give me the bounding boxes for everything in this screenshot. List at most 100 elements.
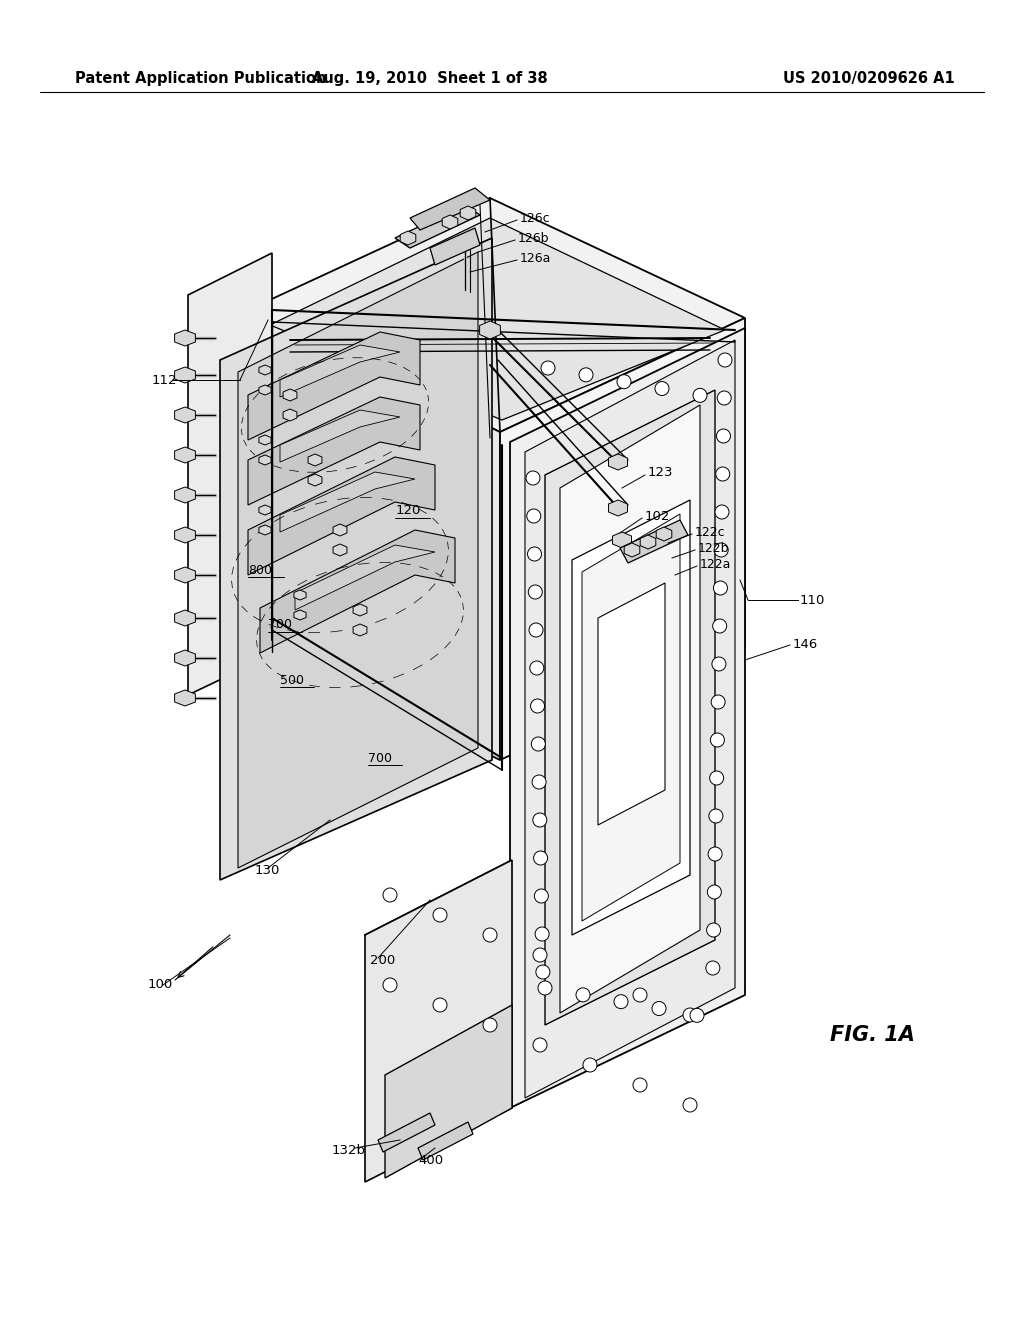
Polygon shape	[295, 545, 435, 610]
Polygon shape	[612, 532, 632, 548]
Polygon shape	[598, 583, 665, 825]
Polygon shape	[175, 487, 196, 503]
Polygon shape	[500, 318, 745, 760]
Circle shape	[690, 1008, 705, 1023]
Text: 122a: 122a	[700, 557, 731, 570]
Polygon shape	[260, 531, 455, 653]
Polygon shape	[308, 454, 322, 466]
Polygon shape	[259, 366, 271, 375]
Text: 800: 800	[248, 564, 272, 577]
Text: 700: 700	[368, 751, 392, 764]
Circle shape	[532, 813, 547, 828]
Circle shape	[617, 375, 631, 388]
Polygon shape	[608, 500, 628, 516]
Polygon shape	[270, 218, 725, 420]
Circle shape	[526, 471, 540, 484]
Circle shape	[717, 429, 730, 444]
Circle shape	[534, 851, 548, 865]
Text: 102: 102	[645, 510, 671, 523]
Polygon shape	[333, 524, 347, 536]
Text: 122c: 122c	[695, 525, 726, 539]
Circle shape	[530, 700, 545, 713]
Polygon shape	[442, 215, 458, 228]
Polygon shape	[625, 543, 640, 557]
Text: 200: 200	[370, 953, 395, 966]
Circle shape	[529, 623, 543, 638]
Circle shape	[693, 388, 707, 403]
Polygon shape	[430, 228, 480, 265]
Polygon shape	[479, 321, 501, 339]
Circle shape	[717, 391, 731, 405]
Polygon shape	[175, 527, 196, 543]
Polygon shape	[353, 624, 367, 636]
Circle shape	[529, 661, 544, 675]
Polygon shape	[294, 590, 306, 601]
Polygon shape	[385, 1005, 512, 1177]
Circle shape	[583, 968, 597, 982]
Circle shape	[633, 987, 647, 1002]
Circle shape	[534, 1038, 547, 1052]
Polygon shape	[175, 568, 196, 583]
Polygon shape	[545, 389, 715, 1026]
Circle shape	[614, 995, 628, 1008]
Circle shape	[633, 1078, 647, 1092]
Polygon shape	[656, 527, 672, 541]
Circle shape	[710, 771, 724, 785]
Text: 126a: 126a	[520, 252, 551, 264]
Polygon shape	[510, 327, 745, 1107]
Polygon shape	[280, 345, 400, 397]
Polygon shape	[395, 205, 480, 248]
Circle shape	[527, 546, 542, 561]
Text: 126c: 126c	[520, 211, 551, 224]
Circle shape	[433, 998, 447, 1012]
Circle shape	[531, 737, 546, 751]
Text: 126b: 126b	[518, 231, 550, 244]
Polygon shape	[365, 861, 745, 1107]
Polygon shape	[175, 690, 196, 706]
Polygon shape	[259, 525, 271, 535]
Circle shape	[709, 847, 722, 861]
Circle shape	[536, 927, 549, 941]
Circle shape	[712, 657, 726, 671]
Polygon shape	[280, 473, 415, 532]
Text: 700: 700	[268, 619, 292, 631]
Polygon shape	[640, 535, 655, 549]
Circle shape	[579, 368, 593, 381]
Polygon shape	[248, 457, 435, 576]
Polygon shape	[175, 610, 196, 626]
Polygon shape	[238, 252, 478, 869]
Text: 130: 130	[255, 863, 281, 876]
Polygon shape	[560, 405, 700, 1012]
Polygon shape	[608, 454, 628, 470]
Polygon shape	[572, 500, 690, 935]
Text: FIG. 1A: FIG. 1A	[830, 1026, 914, 1045]
Circle shape	[383, 888, 397, 902]
Text: 132b: 132b	[332, 1143, 366, 1156]
Circle shape	[714, 543, 728, 557]
Circle shape	[655, 381, 669, 396]
Circle shape	[708, 884, 721, 899]
Circle shape	[652, 1002, 666, 1015]
Text: 112: 112	[152, 374, 177, 387]
Circle shape	[683, 1008, 697, 1022]
Circle shape	[526, 510, 541, 523]
Circle shape	[532, 775, 546, 789]
Polygon shape	[333, 544, 347, 556]
Polygon shape	[353, 605, 367, 616]
Circle shape	[541, 360, 555, 375]
Polygon shape	[175, 447, 196, 463]
Polygon shape	[460, 206, 476, 220]
Text: 122b: 122b	[698, 541, 729, 554]
Text: 100: 100	[148, 978, 173, 991]
Polygon shape	[400, 231, 416, 246]
Polygon shape	[175, 407, 196, 422]
Polygon shape	[418, 1122, 473, 1160]
Circle shape	[713, 619, 727, 634]
Circle shape	[483, 928, 497, 942]
Polygon shape	[259, 455, 271, 465]
Circle shape	[711, 733, 724, 747]
Polygon shape	[259, 385, 271, 395]
Circle shape	[715, 506, 729, 519]
Polygon shape	[259, 436, 271, 445]
Polygon shape	[248, 333, 420, 440]
